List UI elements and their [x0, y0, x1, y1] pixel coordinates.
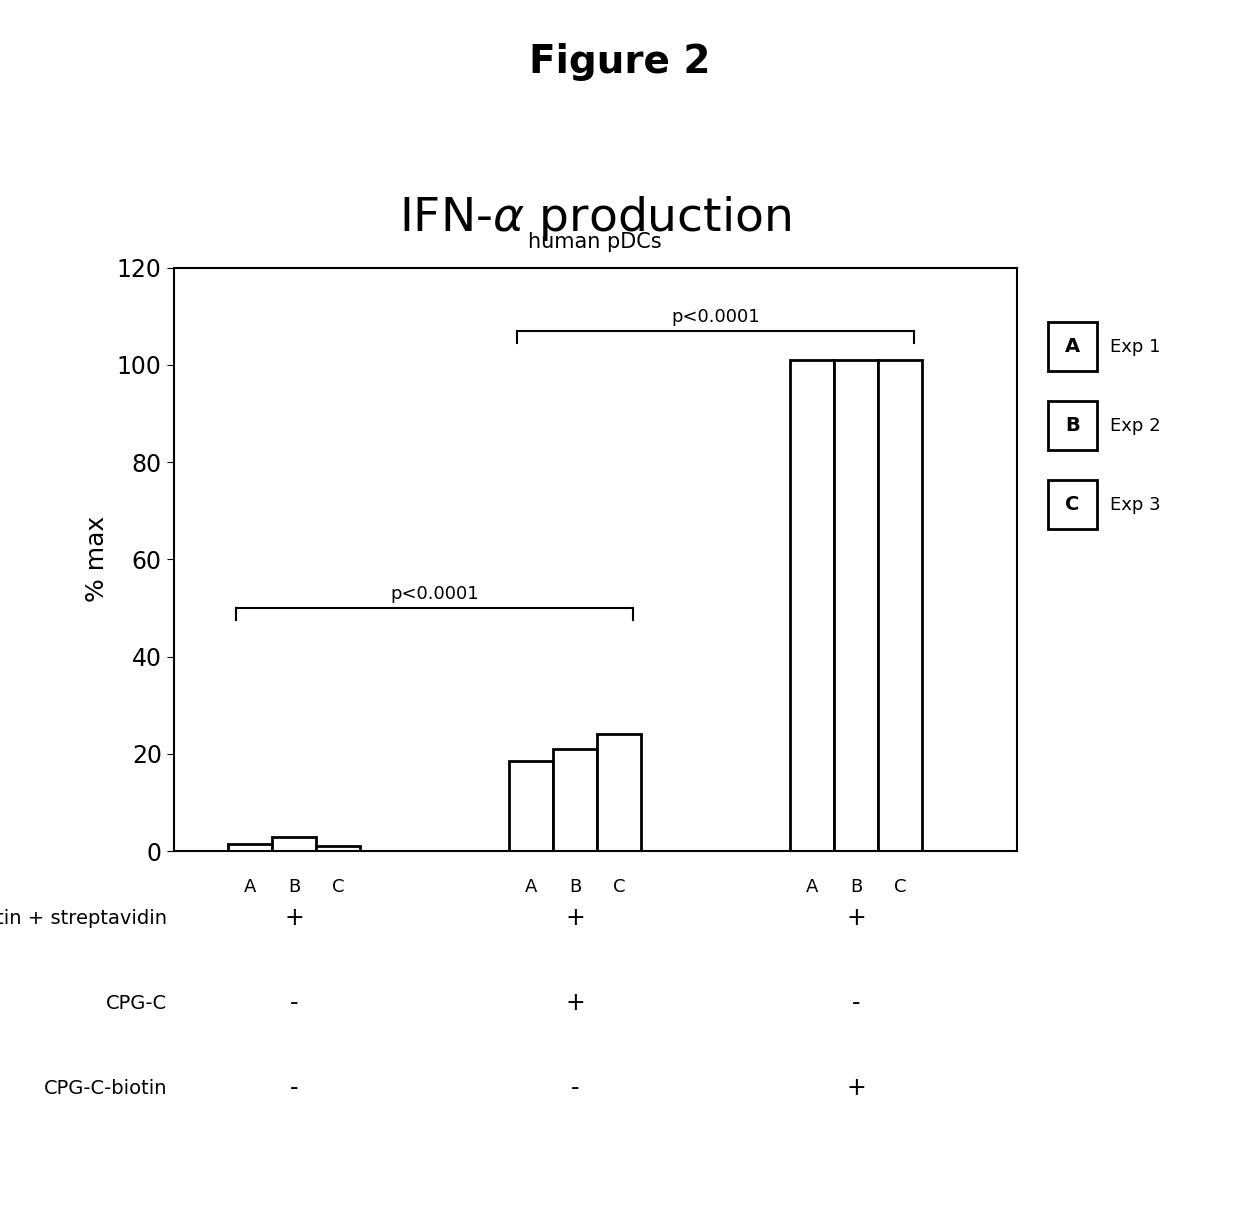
Text: +: + — [565, 906, 585, 930]
Text: A: A — [1065, 337, 1080, 356]
Y-axis label: % max: % max — [84, 517, 109, 602]
Bar — [878, 360, 923, 851]
Text: B: B — [288, 878, 300, 896]
Text: B: B — [851, 878, 862, 896]
Text: C: C — [613, 878, 625, 896]
Text: C: C — [894, 878, 906, 896]
Text: Exp 3: Exp 3 — [1110, 496, 1161, 513]
Text: -: - — [852, 991, 861, 1015]
Bar — [272, 837, 316, 851]
Text: CPG-C-biotin: CPG-C-biotin — [43, 1079, 167, 1098]
Text: IFN-$\alpha$ production: IFN-$\alpha$ production — [399, 195, 791, 243]
Text: CPG-C: CPG-C — [107, 993, 167, 1013]
Text: +: + — [847, 1076, 866, 1100]
Text: p<0.0001: p<0.0001 — [671, 308, 760, 326]
Text: C: C — [1065, 495, 1080, 514]
Text: C: C — [332, 878, 345, 896]
Bar — [553, 749, 598, 851]
Bar — [228, 844, 272, 851]
Text: -: - — [290, 991, 299, 1015]
Text: -: - — [290, 1076, 299, 1100]
Text: Exp 2: Exp 2 — [1110, 417, 1161, 434]
Bar — [316, 846, 361, 851]
Text: A: A — [806, 878, 818, 896]
Bar — [598, 734, 641, 851]
Text: Exp 1: Exp 1 — [1110, 338, 1161, 355]
Bar — [508, 761, 553, 851]
Text: p<0.0001: p<0.0001 — [391, 585, 479, 603]
Bar — [835, 360, 878, 851]
Text: human pDCs: human pDCs — [528, 232, 662, 252]
Text: Figure 2: Figure 2 — [529, 43, 711, 80]
Bar — [790, 360, 835, 851]
Text: aCD32-biotin + streptavidin: aCD32-biotin + streptavidin — [0, 908, 167, 928]
Text: +: + — [565, 991, 585, 1015]
Text: +: + — [284, 906, 304, 930]
Text: B: B — [1065, 416, 1080, 435]
Text: +: + — [847, 906, 866, 930]
Text: A: A — [525, 878, 537, 896]
Text: A: A — [244, 878, 257, 896]
Text: B: B — [569, 878, 582, 896]
Text: -: - — [570, 1076, 579, 1100]
